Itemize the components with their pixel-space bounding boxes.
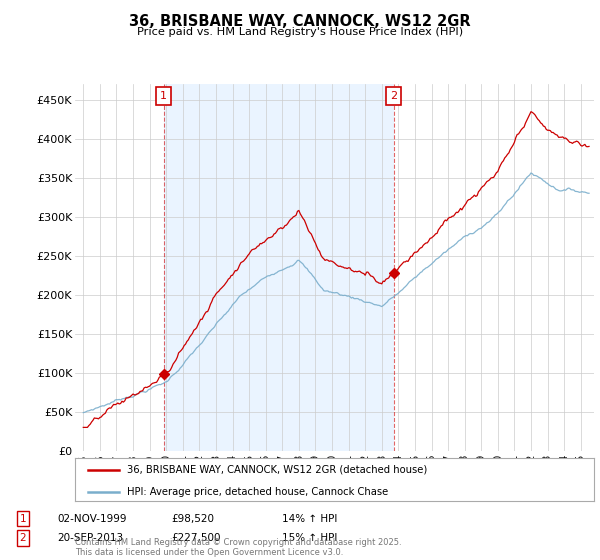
Text: £98,520: £98,520: [171, 514, 214, 524]
Text: 36, BRISBANE WAY, CANNOCK, WS12 2GR: 36, BRISBANE WAY, CANNOCK, WS12 2GR: [129, 14, 471, 29]
Text: 36, BRISBANE WAY, CANNOCK, WS12 2GR (detached house): 36, BRISBANE WAY, CANNOCK, WS12 2GR (det…: [127, 465, 427, 475]
Text: 20-SEP-2013: 20-SEP-2013: [57, 533, 123, 543]
Text: 2: 2: [19, 533, 26, 543]
Text: 14% ↑ HPI: 14% ↑ HPI: [282, 514, 337, 524]
Text: 02-NOV-1999: 02-NOV-1999: [57, 514, 127, 524]
Text: Contains HM Land Registry data © Crown copyright and database right 2025.
This d: Contains HM Land Registry data © Crown c…: [75, 538, 401, 557]
Text: 1: 1: [160, 91, 167, 101]
Text: HPI: Average price, detached house, Cannock Chase: HPI: Average price, detached house, Cann…: [127, 487, 388, 497]
Text: 1: 1: [19, 514, 26, 524]
Text: 2: 2: [390, 91, 397, 101]
Bar: [164, 84, 394, 451]
Text: £227,500: £227,500: [171, 533, 221, 543]
Text: 15% ↑ HPI: 15% ↑ HPI: [282, 533, 337, 543]
Text: Price paid vs. HM Land Registry's House Price Index (HPI): Price paid vs. HM Land Registry's House …: [137, 27, 463, 38]
